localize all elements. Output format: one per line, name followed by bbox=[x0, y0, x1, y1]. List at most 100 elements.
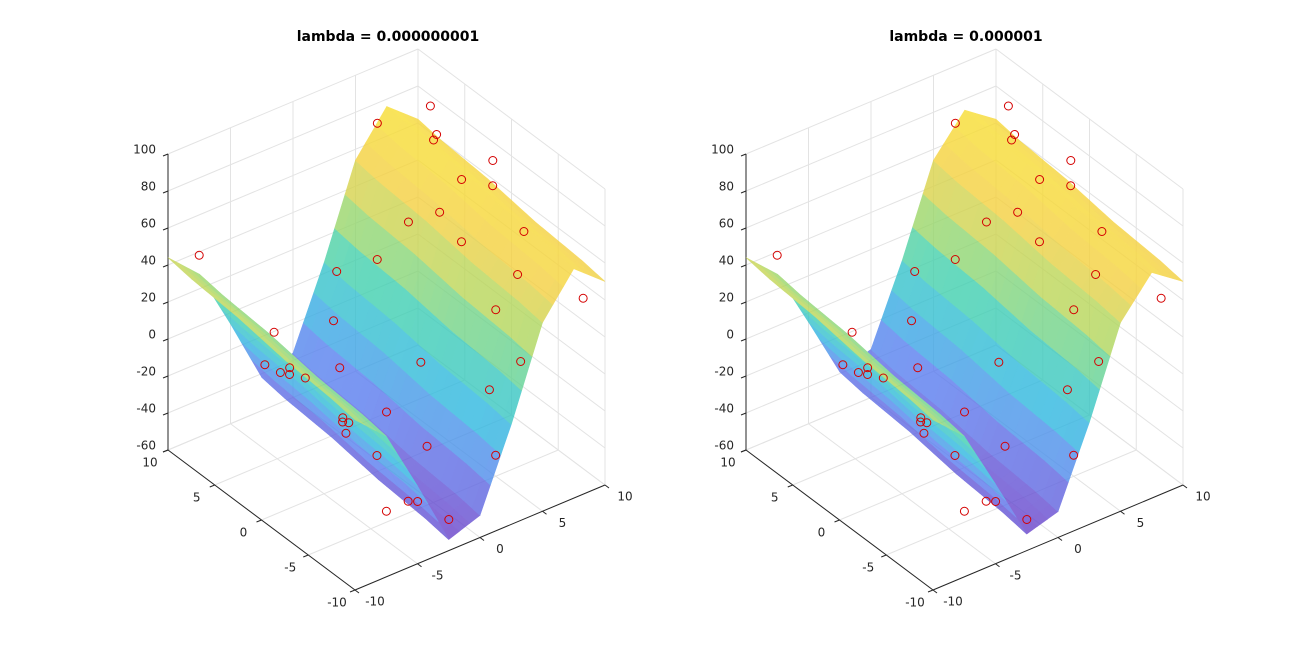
scatter-point bbox=[981, 217, 991, 227]
y-tick-label: -10 bbox=[327, 596, 347, 610]
scatter-point bbox=[372, 118, 382, 128]
scatter-point bbox=[381, 506, 391, 516]
x-tick-label: 10 bbox=[1195, 490, 1210, 504]
z-tick bbox=[162, 412, 169, 416]
grid-line bbox=[745, 85, 997, 192]
grid-line bbox=[745, 48, 997, 155]
grid-line bbox=[995, 122, 1184, 264]
scatter-point bbox=[435, 207, 445, 217]
y-tick-label: 10 bbox=[720, 456, 735, 470]
z-tick bbox=[740, 375, 747, 379]
z-tick bbox=[740, 153, 747, 157]
scatter-point bbox=[488, 156, 498, 165]
scatter-point bbox=[372, 255, 382, 264]
z-tick-label: -20 bbox=[136, 365, 156, 379]
scatter-point bbox=[919, 428, 929, 438]
scatter-point bbox=[344, 418, 354, 428]
x-tick-label: 5 bbox=[559, 516, 567, 530]
scatter-point bbox=[1069, 305, 1079, 315]
x-tick bbox=[354, 589, 360, 594]
y-tick bbox=[303, 554, 309, 558]
scatter-point bbox=[484, 385, 494, 395]
scatter-point bbox=[285, 363, 295, 373]
scatter-point bbox=[488, 181, 498, 191]
grid-line bbox=[995, 48, 1184, 190]
chart-title: lambda = 0.000000001 bbox=[297, 29, 480, 45]
scatter-point bbox=[275, 368, 285, 377]
scatter-point bbox=[422, 441, 432, 451]
z-tick-label: 20 bbox=[719, 291, 734, 305]
scatter-point bbox=[413, 497, 423, 506]
x-tick bbox=[479, 537, 485, 541]
x-tick bbox=[1182, 484, 1188, 489]
z-tick-label: 40 bbox=[719, 254, 734, 268]
scatter-point bbox=[981, 496, 991, 506]
grid-line bbox=[417, 85, 606, 227]
scatter-point bbox=[1007, 135, 1017, 145]
scatter-point bbox=[516, 357, 526, 366]
scatter-point bbox=[432, 130, 442, 139]
scatter-point bbox=[922, 418, 932, 428]
surface-patch bbox=[555, 261, 575, 288]
y-tick-label: 5 bbox=[193, 491, 201, 505]
z-tick bbox=[740, 227, 747, 231]
scatter-point bbox=[1062, 385, 1072, 395]
scatter-point bbox=[863, 370, 873, 379]
scatter-point bbox=[1097, 227, 1107, 236]
scatter-point bbox=[1035, 175, 1045, 184]
scatter-point bbox=[425, 101, 435, 111]
scatter-point bbox=[382, 407, 391, 417]
x-tick-label: 5 bbox=[1137, 516, 1145, 530]
y-tick-label: -5 bbox=[284, 561, 296, 575]
scatter-point bbox=[329, 316, 339, 326]
scatter-point bbox=[1003, 101, 1013, 111]
scatter-point bbox=[1091, 270, 1101, 279]
y-tick-label: 0 bbox=[818, 526, 826, 540]
x-tick bbox=[1057, 537, 1063, 541]
scatter-point bbox=[335, 363, 345, 373]
x-tick-label: 0 bbox=[496, 542, 504, 556]
scatter-point bbox=[338, 417, 348, 427]
y-tick bbox=[787, 484, 793, 488]
x-tick bbox=[932, 589, 938, 594]
scatter-point bbox=[853, 368, 863, 377]
surface-patch bbox=[347, 412, 366, 426]
z-tick bbox=[162, 190, 169, 194]
x-tick-label: -10 bbox=[365, 595, 385, 609]
scatter-point bbox=[1094, 357, 1104, 366]
scatter-point bbox=[959, 506, 969, 516]
z-tick-label: 80 bbox=[141, 180, 156, 194]
x-tick-label: -5 bbox=[432, 568, 444, 582]
y-tick bbox=[256, 519, 262, 523]
scatter-point bbox=[1069, 450, 1079, 460]
grid-line bbox=[417, 122, 606, 264]
scatter-point bbox=[513, 270, 523, 279]
y-tick bbox=[349, 589, 356, 593]
y-tick-label: 10 bbox=[142, 456, 157, 470]
scatter-point bbox=[341, 428, 351, 438]
scatter-point bbox=[457, 175, 467, 184]
scatter-point bbox=[950, 255, 960, 264]
scatter-point bbox=[910, 267, 920, 276]
z-tick bbox=[740, 301, 747, 305]
y-tick bbox=[834, 519, 840, 523]
axes: lambda = 0.000001 -10 -5 0 5 10 -10 -5 0 5 10 -60 -4… bbox=[711, 29, 1211, 610]
scatter-point bbox=[991, 497, 1001, 506]
z-tick bbox=[162, 449, 169, 453]
scatter-point bbox=[269, 327, 279, 337]
scatter-point bbox=[916, 417, 926, 427]
scatter-point bbox=[1000, 441, 1010, 451]
chart-title: lambda = 0.000001 bbox=[889, 29, 1042, 45]
z-tick-label: 0 bbox=[148, 328, 156, 342]
z-tick bbox=[162, 375, 169, 379]
x-tick-label: -10 bbox=[943, 595, 963, 609]
scatter-point bbox=[1035, 237, 1044, 247]
y-tick-label: 0 bbox=[240, 526, 248, 540]
scatter-point bbox=[907, 316, 917, 326]
scatter-point bbox=[285, 370, 295, 379]
scatter-point bbox=[863, 363, 873, 373]
scatter-point bbox=[950, 118, 960, 128]
scatter-point bbox=[300, 373, 310, 383]
